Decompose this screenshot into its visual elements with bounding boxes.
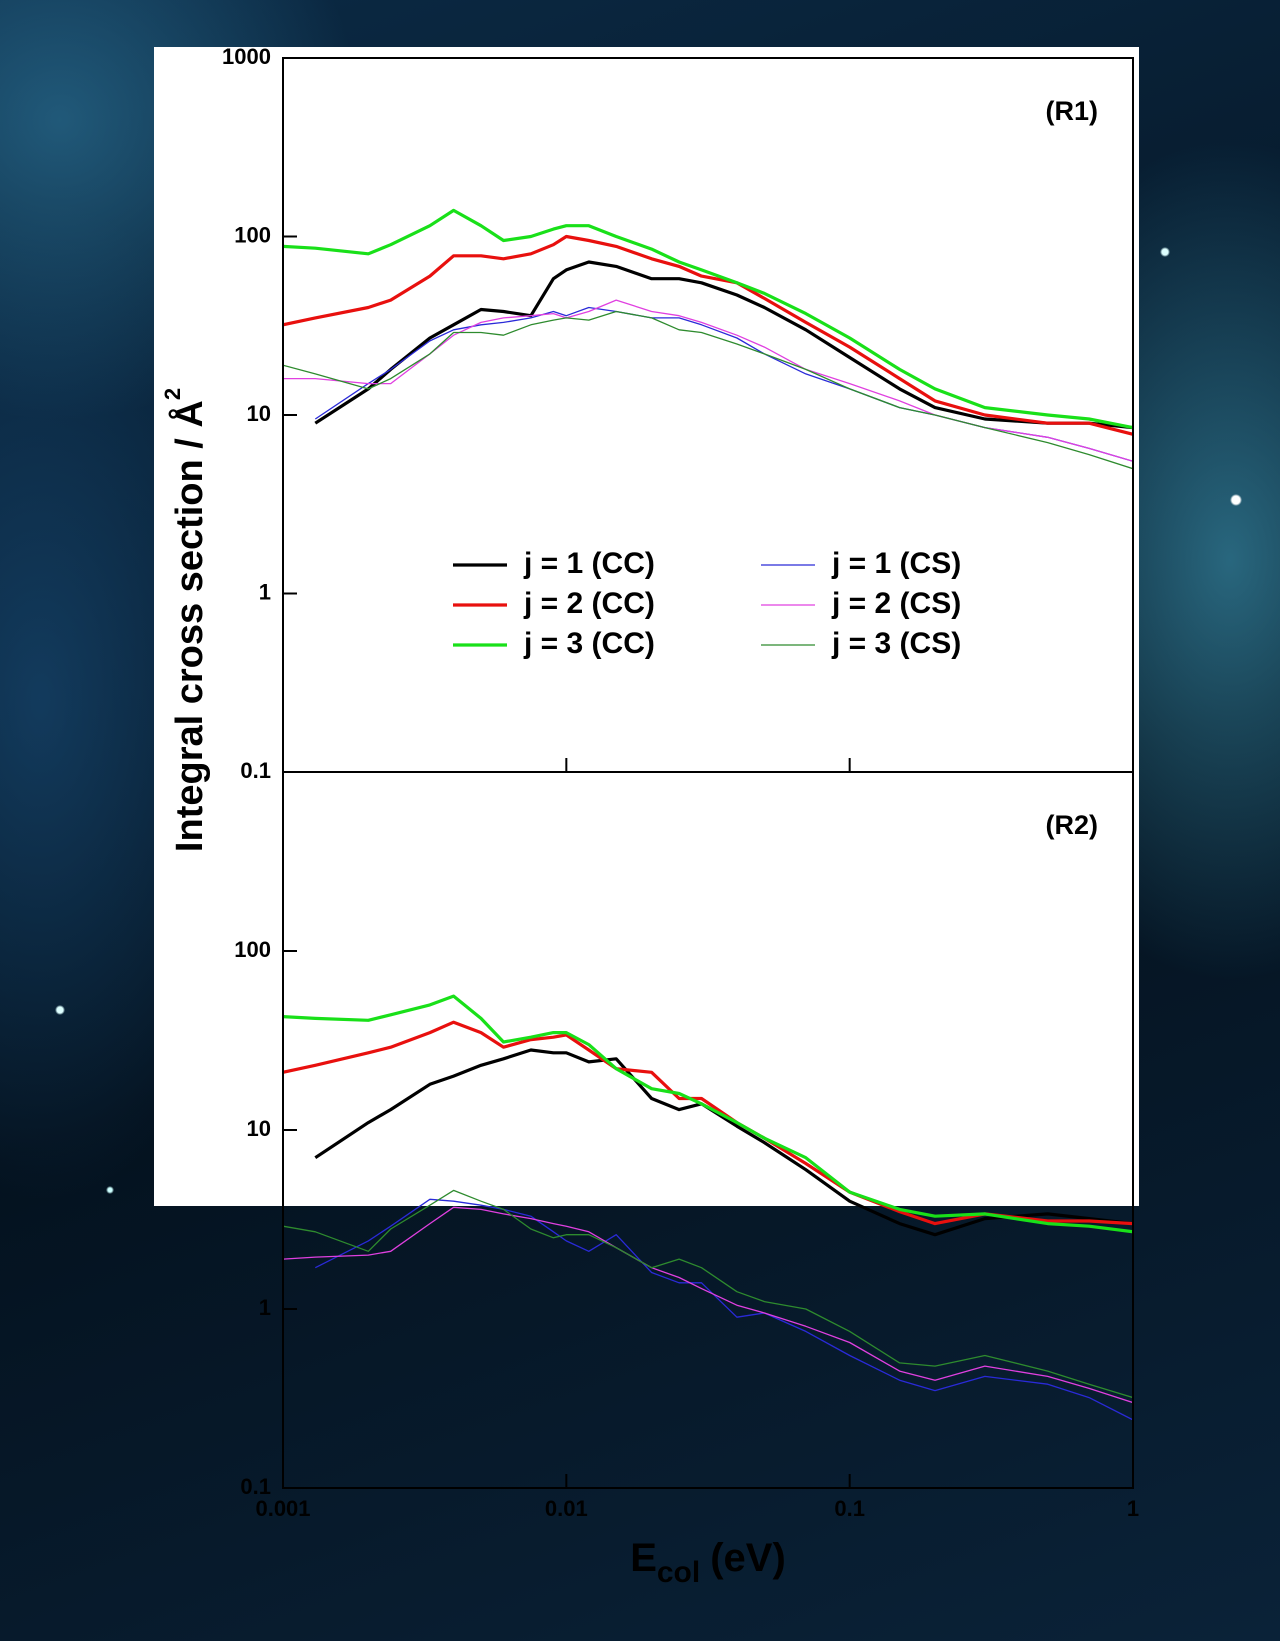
- series-line: [283, 1189, 1133, 1399]
- series-line: [283, 994, 1133, 1234]
- x-axis-title-unit: (eV): [710, 1536, 786, 1580]
- y-tick-label: 100: [234, 937, 271, 962]
- x-axis-title-text: E: [630, 1536, 657, 1580]
- series-line: [283, 1206, 1133, 1404]
- series-line: [283, 310, 1133, 470]
- x-tick-label: 0.001: [255, 1496, 310, 1521]
- y-tick-label: 10: [247, 1116, 271, 1141]
- legend-label: j = 3 (CC): [523, 627, 655, 660]
- y-tick-label: 100: [234, 222, 271, 247]
- x-tick-label: 0.01: [545, 1496, 588, 1521]
- legend-label: j = 3 (CS): [831, 627, 961, 660]
- y-tick-label: 1: [259, 1295, 271, 1320]
- y-tick-label: 1: [259, 579, 271, 604]
- x-tick-label: 1: [1127, 1496, 1139, 1521]
- legend-label: j = 2 (CC): [523, 587, 655, 620]
- x-axis-title-sub: col: [657, 1556, 700, 1589]
- series-line: [314, 260, 1133, 430]
- x-tick-label: 0.1: [834, 1496, 865, 1521]
- y-axis-title-text: Integral cross section / Å: [167, 400, 211, 852]
- legend-label: j = 1 (CC): [523, 547, 655, 580]
- y-axis-title: Integral cross section / Å2: [160, 388, 211, 852]
- y-tick-label: 0.1: [240, 758, 271, 783]
- legend-label: j = 1 (CS): [831, 547, 961, 580]
- series-line: [283, 234, 1133, 436]
- y-tick-label: 0.1: [240, 1474, 271, 1499]
- y-axis-title-sup: 2: [160, 388, 185, 400]
- series-line: [315, 1198, 1133, 1421]
- series-line: [283, 1020, 1133, 1226]
- series-line: [314, 1048, 1133, 1237]
- panel-label: (R1): [1046, 96, 1099, 126]
- chart-background: [154, 47, 1139, 1206]
- y-tick-label: 1000: [222, 44, 271, 69]
- x-axis-title: Ecol (eV): [630, 1536, 786, 1589]
- legend-label: j = 2 (CS): [831, 587, 961, 620]
- y-tick-label: 10: [247, 401, 271, 426]
- panel-label: (R2): [1046, 810, 1099, 840]
- series-line: [283, 208, 1133, 430]
